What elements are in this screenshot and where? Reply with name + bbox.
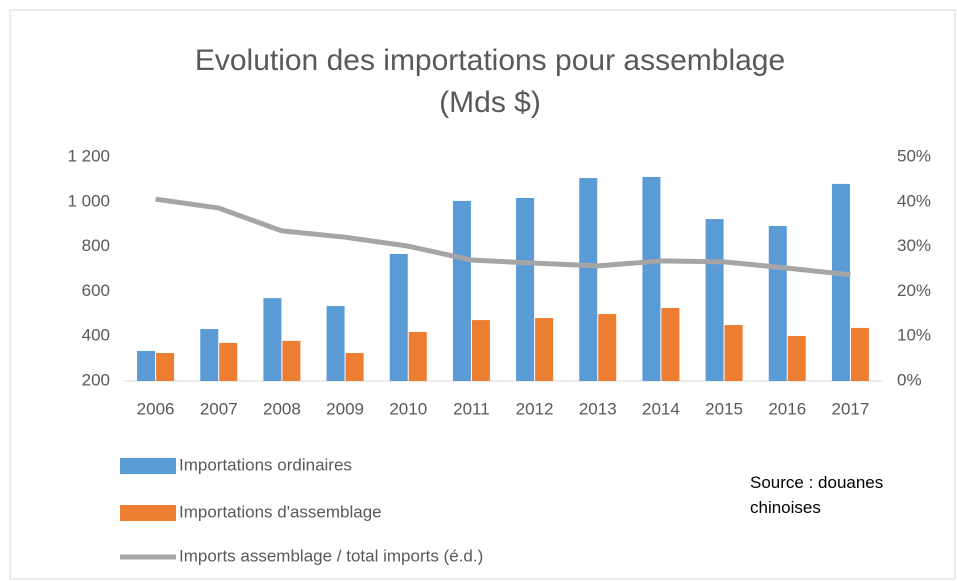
bar xyxy=(787,335,806,381)
bar xyxy=(137,350,156,381)
bar xyxy=(642,176,661,381)
bar xyxy=(768,225,787,381)
legend-label: Importations ordinaires xyxy=(179,455,352,474)
y-tick-label: 800 xyxy=(82,236,110,255)
y-tick-label: 1 000 xyxy=(67,191,110,210)
bar xyxy=(326,305,345,381)
x-tick-label: 2008 xyxy=(263,399,301,418)
x-tick-label: 2016 xyxy=(768,399,806,418)
bar xyxy=(831,183,850,381)
line-series xyxy=(155,196,851,278)
bar xyxy=(724,325,743,381)
x-tick-label: 2013 xyxy=(579,399,617,418)
x-tick-label: 2011 xyxy=(453,399,490,418)
y2-tick-label: 20% xyxy=(897,281,931,300)
chart-subtitle: (Mds $) xyxy=(439,86,541,119)
bar xyxy=(156,353,175,381)
bar xyxy=(598,314,617,381)
bar xyxy=(471,320,490,381)
x-tick-label: 2007 xyxy=(200,399,238,418)
legend-label: Imports assemblage / total imports (é.d.… xyxy=(179,546,483,565)
bar xyxy=(850,327,869,381)
y2-tick-label: 30% xyxy=(897,236,931,255)
bar xyxy=(579,178,598,381)
bar xyxy=(705,219,724,381)
y-tick-label: 200 xyxy=(82,370,110,389)
chart-title: Evolution des importations pour assembla… xyxy=(195,44,785,77)
y-tick-label: 400 xyxy=(82,326,110,345)
y-tick-label: 600 xyxy=(82,281,110,300)
y2-tick-label: 0% xyxy=(897,370,922,389)
bar xyxy=(263,298,282,381)
bar xyxy=(345,353,364,381)
annotation: Source : douanes chinoises xyxy=(750,473,884,517)
bar xyxy=(282,340,301,381)
bar xyxy=(389,253,408,381)
x-tick-label: 2017 xyxy=(832,399,870,418)
x-tick-label: 2014 xyxy=(642,399,680,418)
legend-swatch xyxy=(120,505,176,521)
bar xyxy=(200,329,219,381)
x-tick-label: 2015 xyxy=(705,399,743,418)
x-tick-label: 2009 xyxy=(326,399,364,418)
y-tick-label: 1 200 xyxy=(67,146,110,165)
legend-label: Importations d'assemblage xyxy=(179,502,382,521)
bar xyxy=(516,197,535,381)
bar xyxy=(408,331,427,381)
bar xyxy=(219,342,238,381)
bar xyxy=(661,307,680,381)
bar xyxy=(535,318,554,381)
bar xyxy=(452,200,471,381)
x-tick-label: 2012 xyxy=(516,399,554,418)
y2-tick-label: 40% xyxy=(897,191,931,210)
y2-tick-label: 50% xyxy=(897,146,931,165)
y2-tick-label: 10% xyxy=(897,326,931,345)
x-tick-label: 2010 xyxy=(389,399,427,418)
x-tick-label: 2006 xyxy=(137,399,175,418)
chart-border xyxy=(9,9,956,580)
legend-swatch xyxy=(120,458,176,474)
